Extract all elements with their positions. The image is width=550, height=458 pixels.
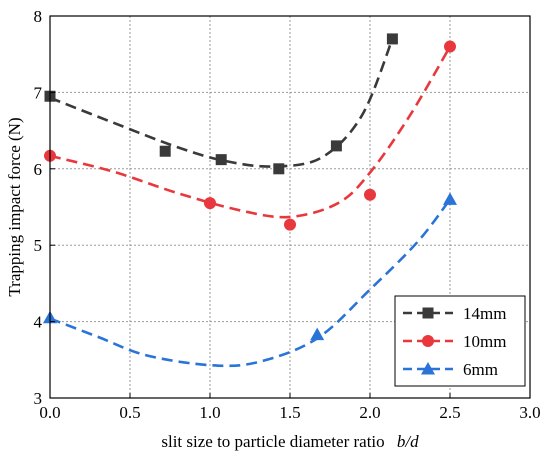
- fit-curve-6mm: [49, 198, 452, 368]
- data-point-10mm: [444, 40, 456, 53]
- legend-label-6mm: 6mm: [463, 360, 498, 379]
- x-tick-label: 1.0: [199, 403, 220, 422]
- y-tick-label: 6: [34, 160, 43, 179]
- x-tick-label: 2.0: [359, 403, 380, 422]
- data-point-10mm: [364, 188, 376, 201]
- fit-curves: [49, 38, 452, 368]
- x-tick-label: 2.5: [439, 403, 460, 422]
- data-point-14mm: [386, 33, 398, 45]
- y-axis-label: Trapping impact force (N): [5, 117, 24, 296]
- fit-curve-14mm: [49, 38, 394, 168]
- data-point-10mm: [284, 218, 296, 231]
- x-tick-label: 0.0: [39, 403, 60, 422]
- y-tick-label: 8: [34, 7, 43, 26]
- legend-box: [394, 295, 526, 387]
- x-axis-label-ratio: b/d: [397, 432, 419, 451]
- data-point-6mm: [443, 192, 457, 205]
- data-point-6mm: [310, 327, 325, 341]
- legend-label-14mm: 14mm: [463, 304, 506, 323]
- data-point-14mm: [215, 154, 227, 166]
- x-tick-label: 3.0: [519, 403, 540, 422]
- data-markers: [43, 33, 457, 341]
- y-tick-label: 4: [34, 313, 43, 332]
- legend-marker-6mm: [421, 362, 435, 375]
- x-axis-label: slit size to particle diameter ratio b/d: [161, 432, 419, 451]
- data-point-14mm: [159, 145, 171, 157]
- y-tick-label: 5: [34, 236, 43, 255]
- data-point-10mm: [204, 197, 216, 210]
- y-tick-label: 3: [34, 389, 43, 408]
- legend-marker-10mm: [422, 335, 434, 347]
- fit-curve-10mm: [49, 45, 452, 219]
- axis-ticks: 0.0 0.5 1.0 1.5 2.0 2.5 3.0 3 4 5 6 7 8: [34, 7, 541, 422]
- x-tick-label: 1.5: [279, 403, 300, 422]
- x-axis-label-text: slit size to particle diameter ratio: [161, 432, 384, 451]
- y-tick-label: 7: [34, 83, 43, 102]
- x-tick-label: 0.5: [119, 403, 140, 422]
- legend-label-10mm: 10mm: [463, 332, 506, 351]
- data-point-14mm: [273, 163, 285, 175]
- legend-marker-14mm: [422, 307, 434, 319]
- data-point-14mm: [330, 140, 342, 152]
- legend: 14mm 10mm 6mm: [394, 295, 526, 387]
